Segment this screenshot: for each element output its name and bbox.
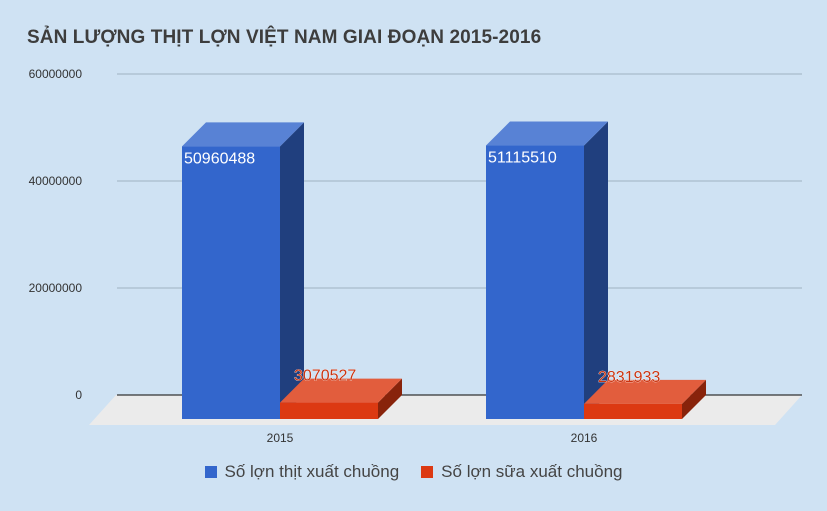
legend-swatch-pork bbox=[204, 466, 217, 478]
data-label: 51115510 bbox=[488, 150, 557, 167]
y-tick-label: 60000000 bbox=[29, 67, 83, 81]
data-label: 3070527 bbox=[294, 368, 356, 385]
bar-side bbox=[682, 379, 706, 419]
bar bbox=[182, 146, 280, 419]
bar-top bbox=[584, 379, 706, 404]
legend-swatch-piglet bbox=[421, 466, 434, 478]
x-tick-label: 2015 bbox=[267, 431, 294, 445]
legend-item-pork[interactable]: Số lợn thịt xuất chuồng bbox=[204, 462, 400, 482]
data-label: 50960488 bbox=[184, 150, 255, 167]
chart-title: SẢN LƯỢNG THỊT LỢN VIỆT NAM GIAI ĐOẠN 20… bbox=[27, 27, 542, 48]
bar-top bbox=[486, 121, 608, 146]
data-label: 2831933 bbox=[598, 369, 660, 386]
bar-top bbox=[182, 122, 304, 147]
bar-side bbox=[378, 378, 402, 419]
bar-side bbox=[584, 121, 608, 420]
bar bbox=[584, 403, 682, 419]
x-tick-label: 2016 bbox=[571, 431, 598, 445]
legend-label-piglet: Số lợn sữa xuất chuồng bbox=[441, 462, 623, 481]
legend: Số lợn thịt xuất chuồng Số lợn sữa xuất … bbox=[0, 462, 827, 482]
legend-item-piglet[interactable]: Số lợn sữa xuất chuồng bbox=[421, 462, 622, 482]
bar bbox=[486, 145, 584, 419]
legend-label-pork: Số lợn thịt xuất chuồng bbox=[224, 462, 400, 481]
bar-top bbox=[280, 378, 402, 403]
y-tick-label: 0 bbox=[75, 388, 82, 402]
bar bbox=[280, 402, 378, 419]
y-tick-label: 40000000 bbox=[29, 174, 83, 188]
y-tick-label: 20000000 bbox=[29, 281, 83, 295]
bar-side bbox=[280, 122, 304, 419]
